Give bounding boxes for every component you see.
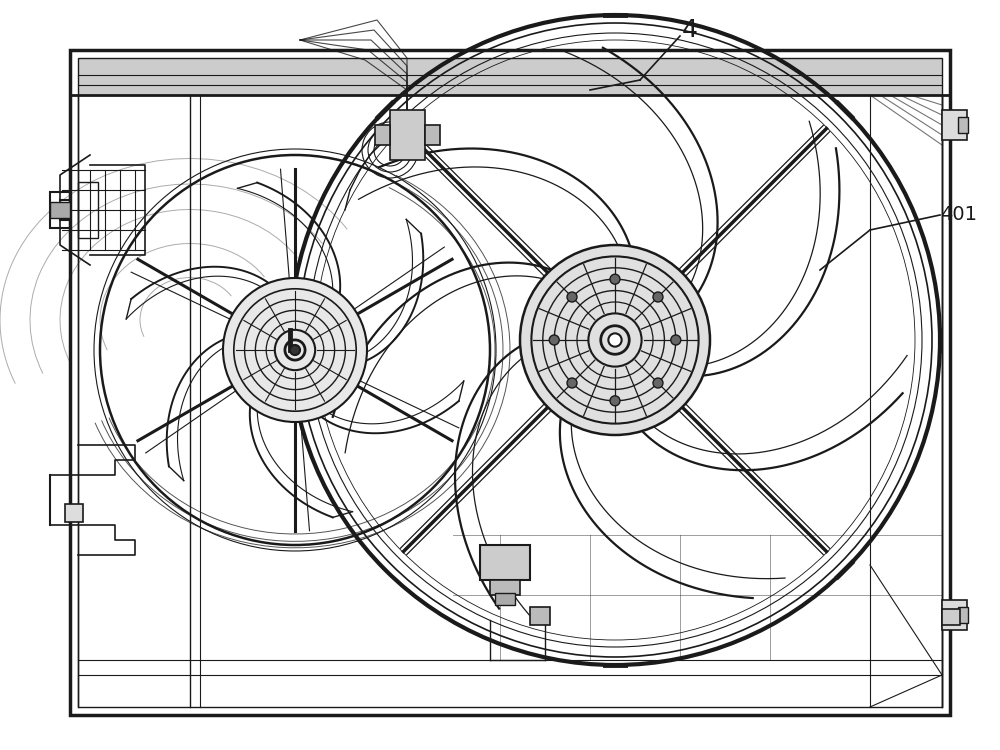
Bar <box>70 50 950 715</box>
Bar <box>958 117 968 133</box>
Circle shape <box>610 396 620 406</box>
Circle shape <box>608 333 622 346</box>
Circle shape <box>520 245 710 435</box>
Bar <box>942 609 960 625</box>
Bar <box>958 607 968 623</box>
Bar <box>425 125 440 145</box>
Circle shape <box>223 278 367 422</box>
Bar <box>78 58 942 707</box>
Bar <box>375 125 390 145</box>
Circle shape <box>549 335 559 345</box>
Bar <box>78 182 98 238</box>
Circle shape <box>567 292 577 302</box>
Bar <box>50 202 70 218</box>
Bar <box>530 607 550 625</box>
Text: 401: 401 <box>940 206 977 224</box>
Circle shape <box>290 345 300 355</box>
Bar <box>490 580 520 595</box>
Circle shape <box>610 274 620 284</box>
Bar <box>495 593 515 605</box>
Bar <box>65 504 83 522</box>
Bar <box>942 600 967 630</box>
Text: 4: 4 <box>682 18 698 42</box>
Circle shape <box>653 378 663 388</box>
Bar <box>50 192 70 228</box>
Circle shape <box>653 292 663 302</box>
Bar <box>942 110 967 140</box>
Bar <box>390 110 425 160</box>
Circle shape <box>671 335 681 345</box>
Text: A: A <box>948 612 954 622</box>
Circle shape <box>567 378 577 388</box>
Text: A: A <box>71 508 77 518</box>
Bar <box>480 545 530 580</box>
Bar <box>78 58 942 95</box>
